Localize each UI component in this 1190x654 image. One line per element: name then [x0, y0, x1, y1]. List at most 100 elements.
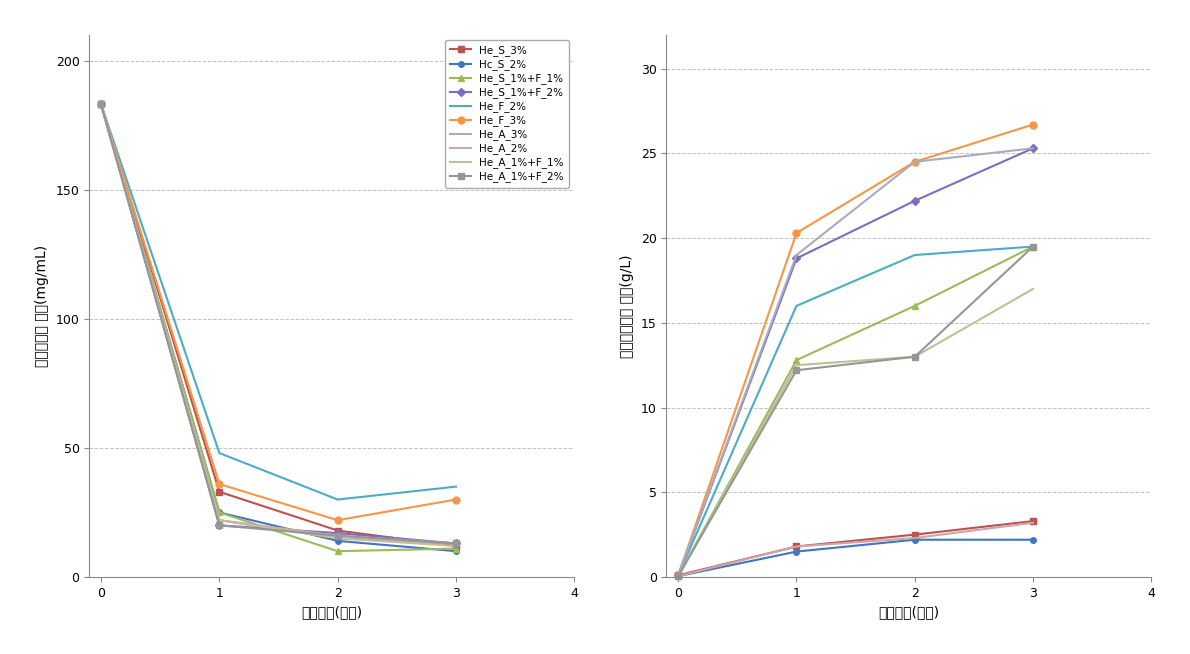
Hc_S_2% [1026, 536, 1040, 543]
He_F_2% [449, 483, 463, 490]
He_S_3% [94, 101, 108, 109]
He_F_3% [789, 229, 803, 237]
Hc_S_2% [449, 547, 463, 555]
He_A_3% [789, 251, 803, 259]
He_A_1%+F_1% [908, 353, 922, 360]
He_F_3% [1026, 120, 1040, 128]
He_A_2% [908, 534, 922, 542]
He_S_1%+F_1% [449, 545, 463, 553]
X-axis label: 반응시간(시간): 반응시간(시간) [301, 606, 362, 619]
He_S_3% [1026, 517, 1040, 525]
He_S_1%+F_1% [789, 356, 803, 364]
He_S_1%+F_2% [671, 572, 685, 579]
He_A_2% [331, 532, 345, 540]
He_F_2% [789, 302, 803, 310]
He_A_2% [449, 540, 463, 547]
He_F_2% [212, 449, 226, 457]
He_S_1%+F_1% [212, 509, 226, 517]
Line: He_A_3%: He_A_3% [678, 148, 1033, 576]
He_S_1%+F_1% [1026, 243, 1040, 250]
He_F_3% [449, 496, 463, 504]
He_S_1%+F_2% [212, 521, 226, 529]
He_S_3% [331, 526, 345, 534]
He_S_1%+F_1% [908, 302, 922, 310]
He_S_1%+F_1% [671, 572, 685, 580]
He_F_2% [908, 251, 922, 259]
Line: He_F_3%: He_F_3% [675, 121, 1036, 579]
He_A_2% [671, 572, 685, 580]
Hc_S_2% [671, 572, 685, 580]
He_A_2% [94, 101, 108, 109]
He_A_2% [789, 543, 803, 551]
He_F_2% [671, 572, 685, 579]
Line: He_F_3%: He_F_3% [98, 101, 459, 524]
He_S_3% [671, 572, 685, 579]
He_S_1%+F_2% [331, 529, 345, 537]
He_S_1%+F_1% [94, 101, 108, 109]
Y-axis label: 헤모글로빈 농도(mg/mL): 헤모글로빈 농도(mg/mL) [35, 245, 49, 367]
Hc_S_2% [212, 509, 226, 517]
He_S_1%+F_2% [1026, 145, 1040, 152]
Line: Hc_S_2%: Hc_S_2% [99, 101, 458, 554]
Line: He_S_3%: He_S_3% [676, 519, 1035, 578]
He_F_3% [212, 480, 226, 488]
He_S_3% [789, 543, 803, 551]
He_A_1%+F_1% [449, 542, 463, 550]
Line: He_S_1%+F_2%: He_S_1%+F_2% [99, 101, 458, 546]
He_A_1%+F_1% [789, 361, 803, 369]
He_S_1%+F_2% [449, 540, 463, 547]
He_A_1%+F_2% [671, 572, 685, 580]
He_A_1%+F_2% [94, 101, 108, 109]
Line: He_F_2%: He_F_2% [678, 247, 1033, 576]
He_F_2% [94, 101, 108, 109]
He_A_3% [908, 158, 922, 165]
Line: He_A_3%: He_A_3% [101, 105, 456, 543]
Line: He_S_1%+F_1%: He_S_1%+F_1% [675, 243, 1036, 579]
He_S_1%+F_2% [908, 197, 922, 205]
Line: He_F_2%: He_F_2% [101, 105, 456, 500]
Y-axis label: 유리아미노산 농도(g/L): 유리아미노산 농도(g/L) [620, 254, 634, 358]
He_A_1%+F_2% [449, 540, 463, 547]
He_S_1%+F_2% [94, 101, 108, 109]
He_A_1%+F_1% [671, 572, 685, 580]
Line: He_A_2%: He_A_2% [101, 105, 456, 543]
Hc_S_2% [94, 101, 108, 109]
Line: Hc_S_2%: Hc_S_2% [676, 537, 1035, 579]
X-axis label: 반응시간(시간): 반응시간(시간) [878, 606, 939, 619]
He_A_1%+F_2% [1026, 243, 1040, 250]
He_A_2% [212, 516, 226, 524]
Line: He_S_3%: He_S_3% [99, 101, 458, 549]
He_A_1%+F_2% [789, 366, 803, 374]
He_A_3% [1026, 145, 1040, 152]
Line: He_A_1%+F_2%: He_A_1%+F_2% [676, 244, 1035, 579]
Line: He_A_2%: He_A_2% [678, 523, 1033, 576]
He_A_2% [1026, 519, 1040, 526]
Line: He_S_1%+F_1%: He_S_1%+F_1% [98, 101, 459, 555]
He_A_1%+F_1% [331, 534, 345, 542]
Line: He_A_1%+F_2%: He_A_1%+F_2% [99, 101, 458, 546]
He_S_3% [908, 530, 922, 538]
Line: He_A_1%+F_1%: He_A_1%+F_1% [101, 105, 456, 546]
He_F_3% [908, 158, 922, 165]
Hc_S_2% [331, 537, 345, 545]
He_F_3% [94, 101, 108, 109]
He_A_3% [94, 101, 108, 109]
He_S_1%+F_2% [789, 254, 803, 262]
He_A_3% [449, 540, 463, 547]
He_S_1%+F_1% [331, 547, 345, 555]
Legend: He_S_3%, Hc_S_2%, He_S_1%+F_1%, He_S_1%+F_2%, He_F_2%, He_F_3%, He_A_3%, He_A_2%: He_S_3%, Hc_S_2%, He_S_1%+F_1%, He_S_1%+… [445, 40, 569, 188]
He_S_3% [212, 488, 226, 496]
He_A_1%+F_1% [94, 101, 108, 109]
He_A_1%+F_2% [212, 521, 226, 529]
He_F_2% [1026, 243, 1040, 250]
He_A_1%+F_1% [212, 516, 226, 524]
Hc_S_2% [789, 547, 803, 555]
He_A_1%+F_2% [331, 532, 345, 540]
He_A_3% [671, 572, 685, 579]
Line: He_A_1%+F_1%: He_A_1%+F_1% [678, 289, 1033, 576]
He_A_1%+F_2% [908, 353, 922, 360]
Hc_S_2% [908, 536, 922, 543]
He_A_3% [331, 534, 345, 542]
He_A_1%+F_1% [1026, 285, 1040, 293]
He_F_3% [331, 516, 345, 524]
